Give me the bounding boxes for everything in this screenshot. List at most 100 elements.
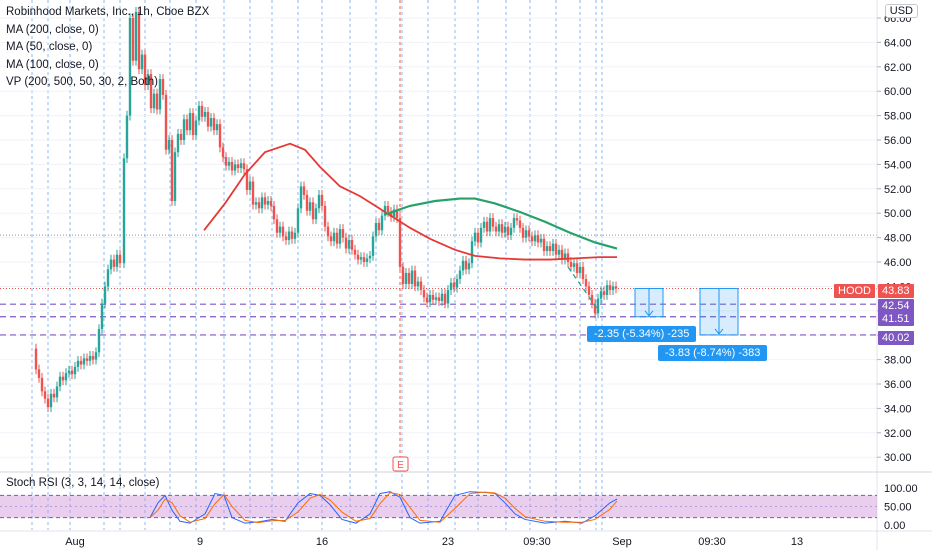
candle-body xyxy=(254,202,258,205)
y-tick-label: 56.00 xyxy=(884,135,912,147)
candle-body xyxy=(509,227,513,236)
x-tick-label: 9 xyxy=(197,536,203,548)
candle-body xyxy=(524,230,528,238)
candle-body xyxy=(323,205,327,227)
candle-body xyxy=(536,235,540,243)
candle-body xyxy=(329,236,333,242)
candle-body xyxy=(530,236,534,242)
candle-body xyxy=(380,215,384,231)
candle-body xyxy=(449,282,453,291)
candle-body xyxy=(602,291,606,295)
candle-body xyxy=(473,232,477,242)
candle-body xyxy=(248,181,252,191)
candle-body xyxy=(209,118,213,127)
y-tick-label: 60.00 xyxy=(884,86,912,98)
measure-label-2[interactable]: -3.83 (-8.74%) -383 xyxy=(658,345,768,361)
candle-body xyxy=(350,240,354,250)
candle-body xyxy=(218,124,222,148)
candle-body xyxy=(58,376,62,387)
candle-body xyxy=(338,229,342,244)
candle-body xyxy=(401,266,405,284)
candle-body xyxy=(515,218,519,221)
candle-body xyxy=(431,294,435,300)
currency-label[interactable]: USD xyxy=(884,4,918,18)
candle-body xyxy=(611,286,615,291)
candle-body xyxy=(88,355,92,361)
candle-body xyxy=(584,279,588,287)
candle-body xyxy=(176,133,180,153)
candle-body xyxy=(413,270,417,287)
candle-body xyxy=(161,79,165,95)
candle-body xyxy=(596,298,600,314)
candle-body xyxy=(284,236,288,241)
measure-1-arrowhead xyxy=(644,310,654,317)
candle-body xyxy=(314,208,318,220)
stoch-y-tick-label: 0.00 xyxy=(884,520,905,532)
y-tick-label: 50.00 xyxy=(884,208,912,220)
candle-body xyxy=(470,241,474,264)
candle-body xyxy=(173,152,177,201)
candle-body xyxy=(392,209,396,217)
candle-body xyxy=(545,246,549,252)
candle-body xyxy=(296,208,300,233)
candle-body xyxy=(461,260,465,271)
candle-body xyxy=(230,161,234,171)
event-marker-label: E xyxy=(397,460,404,471)
candle-body xyxy=(554,243,558,255)
candle-body xyxy=(212,118,216,131)
current-price-symbol: HOOD xyxy=(834,284,875,298)
candle-body xyxy=(146,74,150,86)
x-tick-label: 16 xyxy=(316,536,328,548)
candle-body xyxy=(341,229,345,238)
candle-body xyxy=(227,161,231,166)
candle-body xyxy=(260,197,264,209)
indicator-ma100[interactable]: MA (100, close, 0) xyxy=(6,58,99,71)
candle-body xyxy=(425,297,429,303)
candle-body xyxy=(452,282,456,288)
stoch-rsi-legend[interactable]: Stoch RSI (3, 3, 14, 14, close) xyxy=(6,477,160,489)
candle-body xyxy=(143,54,147,86)
stoch-band xyxy=(0,495,877,518)
candle-body xyxy=(578,266,582,273)
x-tick-label: Sep xyxy=(612,536,632,548)
measure-label-1[interactable]: -2.35 (-5.34%) -235 xyxy=(587,326,697,342)
candle-body xyxy=(215,124,219,131)
candle-body xyxy=(563,253,567,260)
candle-body xyxy=(73,366,77,375)
candle-body xyxy=(374,222,378,237)
candle-body xyxy=(257,202,261,209)
current-price-tag: 43.83 xyxy=(878,284,914,298)
candle-body xyxy=(365,258,369,262)
candle-body xyxy=(581,266,585,280)
candle-body xyxy=(158,79,162,110)
candle-body xyxy=(434,297,438,300)
candle-body xyxy=(79,360,83,365)
candle-body xyxy=(407,272,411,284)
indicator-ma200[interactable]: MA (200, close, 0) xyxy=(6,23,99,36)
candle-body xyxy=(614,286,618,289)
y-tick-label: 36.00 xyxy=(884,379,912,391)
level-tag-3: 40.02 xyxy=(878,331,914,345)
candle-body xyxy=(587,286,591,295)
candle-body xyxy=(239,163,243,169)
indicator-vp[interactable]: VP (200, 500, 50, 30, 2, Both) xyxy=(6,76,158,89)
candle-body xyxy=(272,205,276,220)
x-tick-label: Aug xyxy=(65,536,85,548)
candle-body xyxy=(533,235,537,242)
candle-body xyxy=(326,226,330,237)
candle-body xyxy=(503,226,507,233)
candle-body xyxy=(52,393,56,398)
candle-body xyxy=(344,237,348,249)
candle-body xyxy=(422,290,426,298)
candle-body xyxy=(43,391,47,399)
candle-body xyxy=(164,94,168,150)
candle-body xyxy=(106,269,110,287)
event-marker-box xyxy=(392,456,409,472)
candle-body xyxy=(464,260,468,270)
candle-body xyxy=(85,358,89,361)
candle-body xyxy=(410,270,414,284)
candle-body xyxy=(197,105,201,121)
indicator-ma50[interactable]: MA (50, close, 0) xyxy=(6,41,93,54)
candle-body xyxy=(278,226,282,233)
